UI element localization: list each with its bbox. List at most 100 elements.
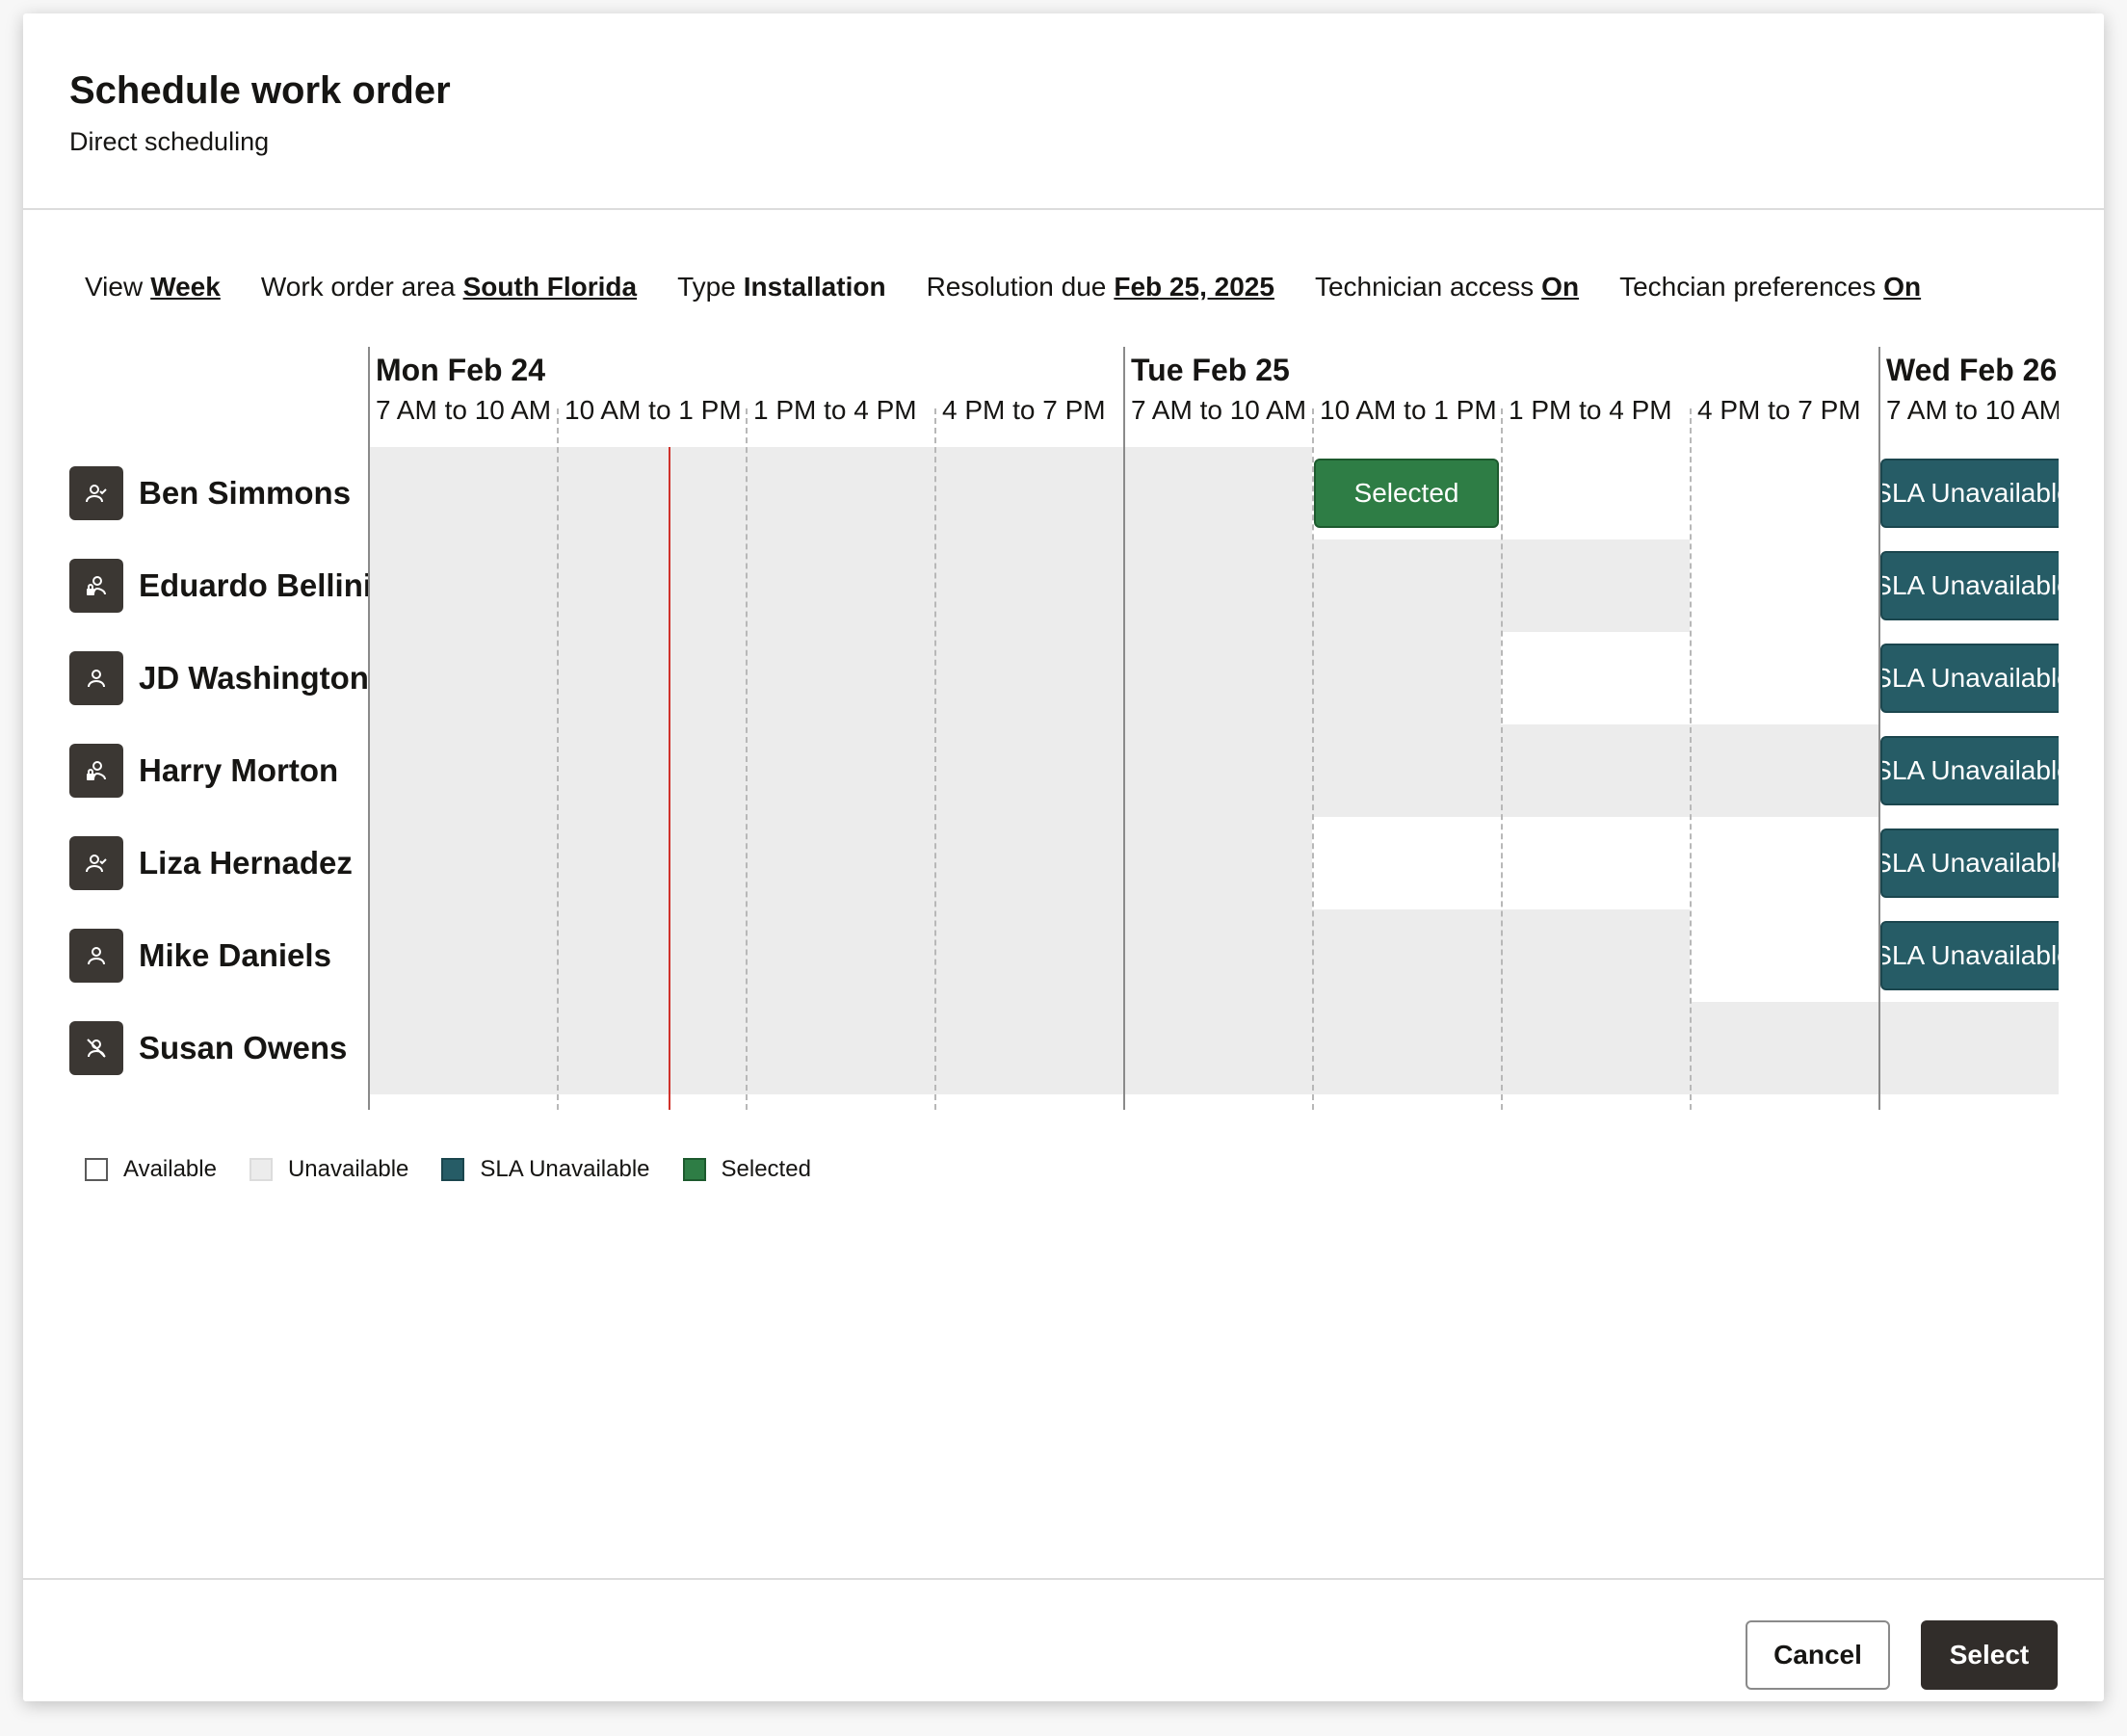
person-check-icon xyxy=(69,466,123,520)
available-slot[interactable] xyxy=(1690,632,1878,724)
unavailable-slot xyxy=(1501,1002,1690,1094)
available-slot[interactable] xyxy=(1501,632,1690,724)
filter-label: Technician access xyxy=(1314,272,1535,302)
filter-label: Type xyxy=(677,272,736,302)
day-header: Tue Feb 25 xyxy=(1131,353,1290,387)
unavailable-slot xyxy=(1123,724,1312,817)
filter-label: Resolution due xyxy=(926,272,1107,302)
dialog-subtitle: Direct scheduling xyxy=(69,127,270,156)
unavailable-slot xyxy=(368,447,557,539)
person-blocked-icon xyxy=(69,1021,123,1075)
person-lock-icon xyxy=(69,559,123,613)
legend-item-unavailable: Unavailable xyxy=(249,1156,408,1183)
slot-header: 4 PM to 7 PM xyxy=(1697,395,1861,425)
sla-unavailable-slot[interactable]: SLA Unavailable xyxy=(1880,921,2059,990)
technician-name: Mike Daniels xyxy=(139,937,331,973)
unavailable-slot xyxy=(934,447,1123,539)
filter-value: Installation xyxy=(743,272,886,302)
technician-row: Harry Morton xyxy=(69,724,387,817)
unavailable-slot xyxy=(368,724,557,817)
unavailable-slot xyxy=(368,632,557,724)
legend-swatch xyxy=(441,1158,465,1181)
unavailable-slot xyxy=(934,632,1123,724)
filter-value[interactable]: Week xyxy=(150,272,221,302)
unavailable-slot xyxy=(368,539,557,632)
slot-header: 7 AM to 10 AM xyxy=(1886,395,2059,425)
schedule-calendar: Ben Simmons Eduardo Bellini JD Washington H… xyxy=(23,347,2104,1118)
available-slot[interactable] xyxy=(1690,447,1878,539)
day-header: Mon Feb 24 xyxy=(376,353,546,387)
sla-unavailable-slot[interactable]: SLA Unavailable xyxy=(1880,829,2059,898)
sla-unavailable-slot[interactable]: SLA Unavailable xyxy=(1880,736,2059,805)
available-slot[interactable] xyxy=(1690,909,1878,1002)
technician-name: JD Washington xyxy=(139,660,369,696)
technician-row: JD Washington xyxy=(69,632,387,724)
legend-label: Available xyxy=(123,1156,217,1182)
dialog-title: Schedule work order xyxy=(69,69,451,112)
filter-label: View xyxy=(85,272,144,302)
day-header: Wed Feb 26 xyxy=(1886,353,2058,387)
unavailable-slot xyxy=(746,1002,934,1094)
available-slot[interactable] xyxy=(1690,539,1878,632)
slot-header: 10 AM to 1 PM xyxy=(1320,395,1497,425)
slot-divider xyxy=(746,408,748,1110)
schedule-grid-viewport[interactable]: Mon Feb 24 7 AM to 10 AM 10 AM to 1 PM 1 PM… xyxy=(368,347,2059,1118)
unavailable-slot xyxy=(557,817,746,909)
slot-divider xyxy=(1690,408,1692,1110)
unavailable-slot xyxy=(746,447,934,539)
sla-unavailable-slot[interactable]: SLA Unavailable xyxy=(1880,551,2059,620)
day-divider xyxy=(1123,347,1125,1110)
select-button[interactable]: Select xyxy=(1921,1620,2058,1690)
technician-name: Harry Morton xyxy=(139,752,339,788)
filter-value[interactable]: On xyxy=(1883,272,1922,302)
schedule-grid: Mon Feb 24 7 AM to 10 AM 10 AM to 1 PM 1 PM… xyxy=(368,347,2059,1118)
legend-item-sla: SLA Unavailable xyxy=(441,1156,650,1183)
technician-name: Liza Hernadez xyxy=(139,845,353,881)
slot-header: 7 AM to 10 AM xyxy=(1131,395,1307,425)
available-slot[interactable] xyxy=(1690,817,1878,909)
slot-header: 1 PM to 4 PM xyxy=(1509,395,1672,425)
unavailable-slot xyxy=(368,909,557,1002)
filter-value[interactable]: On xyxy=(1541,272,1580,302)
unavailable-slot xyxy=(1123,539,1312,632)
selected-slot-button[interactable]: Selected xyxy=(1314,459,1499,528)
person-lock-icon xyxy=(69,744,123,798)
unavailable-slot xyxy=(746,539,934,632)
unavailable-slot xyxy=(1312,909,1501,1002)
available-slot[interactable] xyxy=(1501,447,1690,539)
legend-label: SLA Unavailable xyxy=(480,1156,650,1182)
legend-label: Selected xyxy=(721,1156,811,1182)
slot-header: 1 PM to 4 PM xyxy=(753,395,917,425)
unavailable-slot xyxy=(557,632,746,724)
unavailable-slot xyxy=(1312,724,1501,817)
unavailable-slot xyxy=(557,447,746,539)
unavailable-slot xyxy=(746,817,934,909)
unavailable-slot xyxy=(557,724,746,817)
day-divider xyxy=(368,347,370,1110)
filter-resolution-due: Resolution due Feb 25, 2025 xyxy=(927,272,1274,302)
unavailable-slot xyxy=(1123,909,1312,1002)
unavailable-slot xyxy=(1878,1002,2059,1094)
legend-item-avail: Available xyxy=(85,1156,217,1183)
legend-swatch xyxy=(85,1158,108,1181)
filter-value[interactable]: Feb 25, 2025 xyxy=(1114,272,1274,302)
unavailable-slot xyxy=(934,1002,1123,1094)
unavailable-slot xyxy=(1690,724,1878,817)
filter-value[interactable]: South Florida xyxy=(462,272,638,302)
slot-divider xyxy=(934,408,936,1110)
unavailable-slot xyxy=(557,909,746,1002)
cancel-button[interactable]: Cancel xyxy=(1746,1620,1890,1690)
person-check-icon xyxy=(69,836,123,890)
available-slot[interactable] xyxy=(1501,817,1690,909)
sla-unavailable-slot[interactable]: SLA Unavailable xyxy=(1880,644,2059,713)
unavailable-slot xyxy=(1501,539,1690,632)
technician-row: Liza Hernadez xyxy=(69,817,387,909)
unavailable-slot xyxy=(746,724,934,817)
available-slot[interactable] xyxy=(1312,817,1501,909)
sla-unavailable-slot[interactable]: SLA Unavailable xyxy=(1880,459,2059,528)
unavailable-slot xyxy=(368,817,557,909)
unavailable-slot xyxy=(1312,1002,1501,1094)
schedule-work-order-dialog: Schedule work order Direct scheduling Vi… xyxy=(23,13,2104,1701)
unavailable-slot xyxy=(1501,909,1690,1002)
unavailable-slot xyxy=(934,817,1123,909)
